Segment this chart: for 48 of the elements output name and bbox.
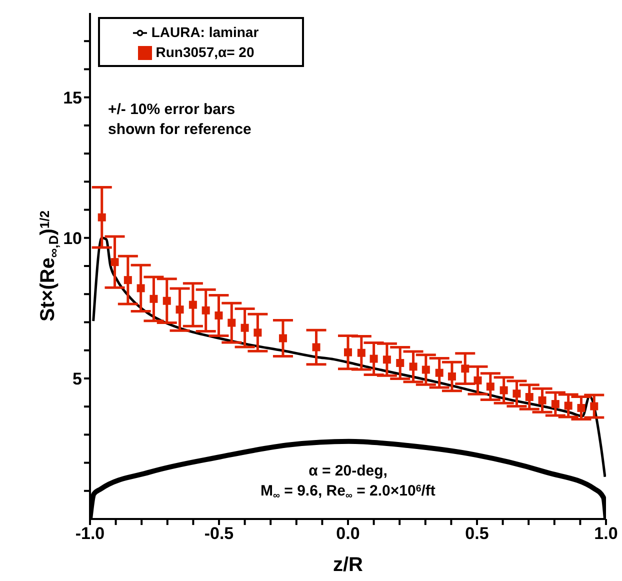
point [525, 393, 534, 401]
point [474, 376, 482, 384]
point [110, 258, 119, 266]
text: α = 20-deg, M$_{∞}$ = 9.6, Re$_{∞}$ = 2.0×10$^{6}$/ft [260, 462, 436, 502]
x-tick-label: -1.0 [75, 524, 105, 544]
x-tick-label: 0.5 [465, 524, 489, 544]
point [150, 294, 158, 303]
x-tick-label: 0.0 [336, 524, 360, 544]
point [228, 318, 236, 327]
point [202, 306, 210, 314]
x-tick-label: -0.5 [204, 524, 234, 544]
point [435, 368, 444, 377]
point [564, 402, 572, 410]
point [344, 348, 352, 356]
point [422, 366, 430, 374]
point [551, 400, 560, 408]
annotation: +/- 10% error bars shown for reference [108, 101, 252, 138]
point [500, 386, 508, 394]
y-tick-label: 15 [63, 88, 82, 108]
point [278, 334, 287, 342]
y-tick-label: 5 [72, 369, 82, 388]
point [176, 306, 184, 314]
point [124, 276, 132, 284]
point [448, 372, 456, 380]
point [486, 382, 494, 391]
point [162, 296, 171, 305]
point [409, 362, 418, 371]
point [590, 402, 598, 410]
point [382, 356, 391, 364]
point [357, 348, 366, 357]
legend-label: LAURA: laminar [151, 24, 259, 40]
point [214, 311, 223, 320]
point [240, 324, 249, 332]
x-axis-title: z/R [333, 554, 364, 576]
x-tick-label: 1.0 [594, 524, 618, 544]
point [512, 390, 521, 398]
point [370, 354, 378, 363]
point [254, 328, 262, 337]
point [312, 343, 320, 352]
y-tick-label: 10 [63, 228, 82, 248]
point [538, 396, 546, 404]
point [577, 404, 586, 412]
point [396, 358, 404, 367]
point [98, 213, 106, 222]
point [461, 364, 470, 373]
point [188, 300, 197, 309]
point [136, 284, 145, 292]
legend-label: Run3057,α= 20 [156, 44, 254, 60]
